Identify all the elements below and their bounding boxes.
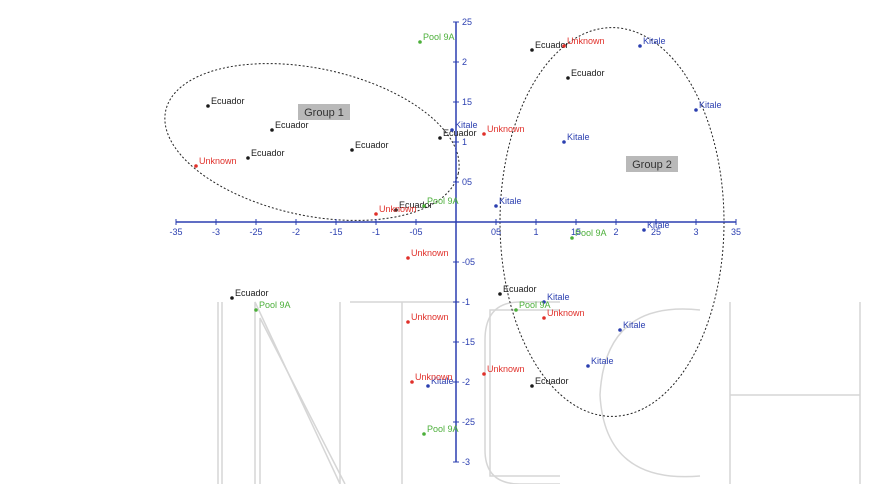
y-tick-label: -3 [462, 457, 470, 467]
x-tick-label: 2 [613, 227, 618, 237]
point-label: Pool 9A [423, 32, 455, 42]
point-label: Unknown [199, 156, 237, 166]
data-point [542, 316, 546, 320]
x-tick-label: -25 [249, 227, 262, 237]
x-tick-label: -1 [372, 227, 380, 237]
data-point [570, 236, 574, 240]
x-tick-label: 35 [731, 227, 741, 237]
data-point [562, 44, 566, 48]
data-point [254, 308, 258, 312]
y-tick-label: 15 [462, 97, 472, 107]
data-point [270, 128, 274, 132]
data-point [422, 204, 426, 208]
point-label: Kitale [455, 120, 478, 130]
data-point [586, 364, 590, 368]
data-point [410, 380, 414, 384]
x-tick-label: -3 [212, 227, 220, 237]
data-point [406, 256, 410, 260]
data-point [530, 384, 534, 388]
data-point [450, 128, 454, 132]
point-label: Ecuador [571, 68, 605, 78]
point-label: Pool 9A [519, 300, 551, 310]
data-point [426, 384, 430, 388]
point-label: Unknown [567, 36, 605, 46]
data-point [618, 328, 622, 332]
y-tick-label: 05 [462, 177, 472, 187]
point-label: Ecuador [355, 140, 389, 150]
data-point [194, 164, 198, 168]
data-point [246, 156, 250, 160]
data-point [418, 40, 422, 44]
x-tick-label: 05 [491, 227, 501, 237]
point-label: Unknown [411, 312, 449, 322]
data-point [374, 212, 378, 216]
data-point [530, 48, 534, 52]
point-label: Unknown [487, 124, 525, 134]
point-label: Kitale [643, 36, 666, 46]
group-label: Group 1 [304, 107, 344, 119]
point-label: Unknown [411, 248, 449, 258]
point-label: Pool 9A [575, 228, 607, 238]
point-label: Kitale [591, 356, 614, 366]
y-tick-label: -1 [462, 297, 470, 307]
y-tick-label: -25 [462, 417, 475, 427]
x-tick-label: -2 [292, 227, 300, 237]
y-tick-label: 25 [462, 17, 472, 27]
data-point [406, 320, 410, 324]
point-label: Kitale [699, 100, 722, 110]
data-point [514, 308, 518, 312]
point-label: Pool 9A [259, 300, 291, 310]
point-label: Unknown [547, 308, 585, 318]
data-point [482, 372, 486, 376]
point-label: Unknown [415, 372, 453, 382]
data-point [482, 132, 486, 136]
group-label: Group 2 [632, 159, 672, 171]
y-tick-label: -05 [462, 257, 475, 267]
point-label: Pool 9A [427, 424, 459, 434]
point-label: Kitale [499, 196, 522, 206]
x-tick-label: -05 [409, 227, 422, 237]
data-point [642, 228, 646, 232]
point-label: Ecuador [251, 148, 285, 158]
point-label: Ecuador [235, 288, 269, 298]
data-point [562, 140, 566, 144]
point-label: Kitale [647, 220, 670, 230]
x-tick-label: 3 [693, 227, 698, 237]
data-point [438, 136, 442, 140]
x-tick-label: -15 [329, 227, 342, 237]
y-tick-label: -2 [462, 377, 470, 387]
point-label: Pool 9A [427, 196, 459, 206]
data-point [494, 204, 498, 208]
y-tick-label: 1 [462, 137, 467, 147]
data-point [206, 104, 210, 108]
point-label: Ecuador [275, 120, 309, 130]
point-label: Unknown [379, 204, 417, 214]
point-label: Ecuador [211, 96, 245, 106]
point-label: Unknown [487, 364, 525, 374]
data-point [350, 148, 354, 152]
x-tick-label: -35 [169, 227, 182, 237]
x-tick-label: 1 [533, 227, 538, 237]
data-point [422, 432, 426, 436]
point-label: Ecuador [503, 284, 537, 294]
point-label: Ecuador [535, 376, 569, 386]
data-point [498, 292, 502, 296]
point-label: Kitale [567, 132, 590, 142]
y-tick-label: 2 [462, 57, 467, 67]
data-point [638, 44, 642, 48]
data-point [230, 296, 234, 300]
data-point [694, 108, 698, 112]
y-tick-label: -15 [462, 337, 475, 347]
point-label: Kitale [623, 320, 646, 330]
data-point [566, 76, 570, 80]
